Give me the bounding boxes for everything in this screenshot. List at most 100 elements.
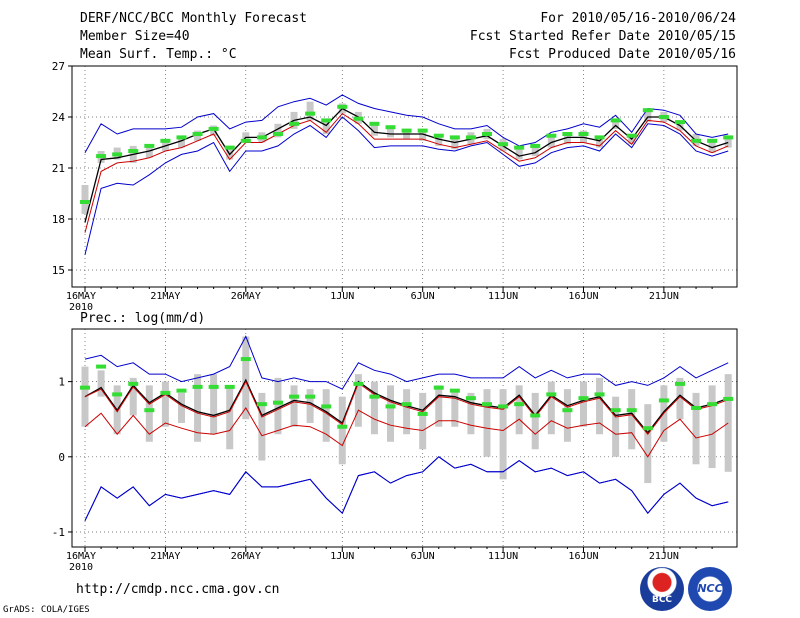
quartile-box (226, 385, 234, 450)
series-line-ensemble-mean (84, 107, 729, 223)
x-tick-label: 21MAY (150, 291, 180, 302)
climatology-marker (449, 135, 460, 140)
climatology-marker (514, 402, 525, 407)
climatology-marker (723, 396, 734, 401)
climatology-marker (112, 392, 123, 397)
climatology-marker (208, 126, 219, 131)
source-url-link[interactable]: http://cmdp.ncc.cma.gov.cn (76, 582, 280, 597)
climatology-marker (578, 396, 589, 401)
quartile-box (387, 127, 395, 138)
climatology-marker (482, 402, 492, 407)
climatology-marker (674, 120, 685, 125)
plot-frame (71, 65, 738, 288)
quartile-box (177, 135, 185, 148)
quartile-box (194, 374, 202, 442)
quartile-box (242, 336, 250, 420)
climatology-marker (385, 404, 396, 409)
quartile-box (370, 123, 378, 136)
quartile-box (563, 389, 571, 442)
quartile-box (354, 374, 362, 427)
header-start-date: Fcst Started Refer Date 2010/05/15 (469, 29, 736, 44)
climatology-marker (562, 132, 573, 136)
climatology-marker (80, 385, 90, 390)
quartile-box (547, 135, 555, 148)
quartile-box (306, 389, 314, 423)
quartile-box (274, 377, 282, 435)
climatology-marker (465, 135, 476, 140)
x-tick-label: 21MAY (150, 551, 180, 562)
climatology-marker (401, 402, 412, 407)
x-tick-label: 2010 (69, 302, 93, 313)
quartile-box (387, 385, 395, 442)
x-tick-label: 16MAY (66, 291, 96, 302)
quartile-box (435, 385, 443, 427)
climatology-marker (353, 116, 364, 121)
quartile-box (435, 134, 443, 146)
climatology-marker (691, 405, 702, 410)
climatology-marker (337, 424, 348, 429)
quartile-box (97, 370, 105, 397)
climatology-marker (176, 388, 187, 393)
x-tick-label: 2010 (69, 562, 93, 573)
series-line-minimum (84, 116, 729, 255)
climatology-marker (546, 133, 557, 138)
quartile-box (515, 147, 523, 160)
x-tick-label: 6JUN (411, 551, 435, 562)
climatology-marker (691, 138, 702, 143)
series-line-minimum (84, 456, 729, 521)
climatology-marker (658, 398, 669, 403)
climatology-marker (578, 132, 589, 136)
climatology-marker (530, 143, 541, 148)
y-tick-label: 24 (52, 111, 66, 124)
quartile-box (370, 381, 378, 435)
climatology-marker (256, 402, 267, 407)
climatology-marker (128, 149, 139, 153)
quartile-box (612, 396, 620, 457)
climatology-marker (192, 132, 203, 136)
quartile-box (483, 389, 491, 457)
series-line-maximum (84, 94, 729, 153)
quartile-box (258, 392, 266, 461)
climatology-marker (498, 142, 509, 147)
quartile-box (338, 396, 346, 465)
y-tick-label: 1 (58, 376, 65, 389)
climatology-marker (707, 402, 718, 407)
climatology-marker (128, 381, 139, 386)
ncc-logo: NCC (688, 567, 732, 611)
quartile-box (547, 381, 555, 435)
series-line-lower-line (84, 406, 729, 458)
y-tick-label: 15 (52, 264, 65, 277)
climatology-marker (610, 118, 621, 123)
quartile-box (563, 132, 571, 145)
climatology-marker (208, 384, 219, 389)
climatology-marker (96, 364, 107, 369)
climatology-marker (240, 357, 251, 362)
series-line-median (84, 112, 729, 233)
climatology-marker (272, 132, 283, 136)
climatology-marker (272, 400, 283, 405)
climatology-marker (610, 408, 621, 413)
climatology-marker (417, 128, 428, 133)
header-period: For 2010/05/16-2010/06/24 (540, 11, 736, 26)
climatology-marker (723, 135, 734, 140)
quartile-box (419, 392, 427, 450)
climatology-marker (369, 121, 380, 126)
climatology-marker (498, 404, 509, 409)
header-title: DERF/NCC/BCC Monthly Forecast (80, 11, 307, 26)
x-tick-label: 26MAY (231, 291, 261, 302)
climatology-marker (530, 413, 541, 418)
climatology-marker (224, 384, 235, 389)
climatology-marker (289, 121, 300, 126)
x-tick-label: 21JUN (649, 551, 679, 562)
plot-frame (71, 328, 738, 548)
series-line-lower-bound (84, 456, 729, 521)
x-tick-label: 11JUN (488, 551, 518, 562)
quartile-box (628, 389, 636, 450)
climatology-marker (417, 411, 428, 416)
x-tick-label: 26MAY (231, 551, 261, 562)
climatology-marker (289, 394, 300, 399)
bcc-logo: BCC (640, 567, 684, 611)
quartile-box (596, 135, 604, 148)
